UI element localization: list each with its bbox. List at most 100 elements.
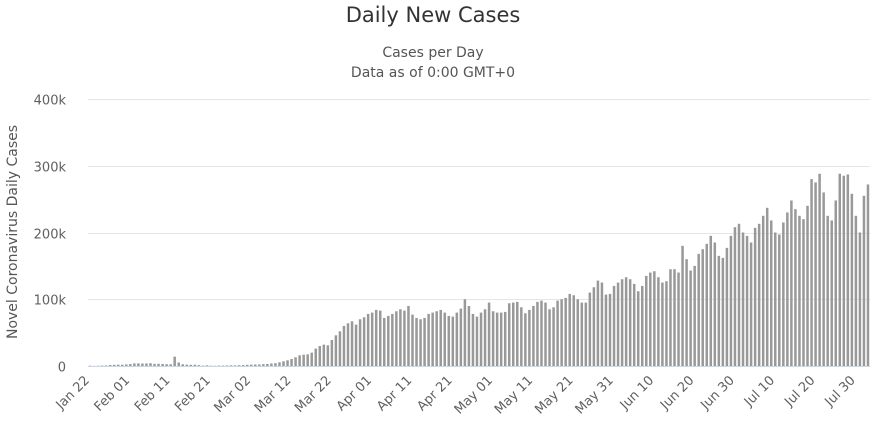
bar	[592, 287, 596, 366]
grid-lines	[88, 99, 870, 300]
bar	[463, 299, 467, 366]
bar	[258, 364, 261, 366]
y-tick-label: 400k	[34, 94, 67, 109]
bar	[310, 352, 313, 366]
bar	[177, 362, 180, 366]
bar	[286, 360, 289, 366]
bar	[693, 265, 696, 367]
chart-subtitle-line-1: Cases per Day	[382, 45, 483, 61]
y-axis-title: Novel Coronavirus Daily Cases	[5, 125, 21, 339]
bar	[129, 364, 132, 366]
bar	[858, 232, 862, 366]
bar	[193, 364, 197, 366]
bar	[830, 220, 833, 366]
bar-series	[88, 173, 870, 367]
bar	[483, 309, 487, 366]
bar	[181, 364, 184, 366]
bar	[165, 364, 168, 366]
bar	[137, 363, 140, 366]
bar	[862, 195, 866, 366]
bar	[141, 363, 144, 366]
bar	[769, 220, 773, 366]
bar	[233, 365, 237, 366]
bar	[717, 255, 721, 366]
bar	[725, 247, 729, 366]
bar	[524, 313, 527, 366]
bar	[383, 317, 386, 366]
x-tick-label: Jun 10	[617, 373, 657, 413]
bar	[757, 223, 761, 366]
bar	[507, 303, 511, 366]
y-tick-label: 300k	[34, 161, 67, 176]
bar	[395, 311, 398, 366]
bar	[681, 245, 684, 366]
bar	[112, 364, 116, 366]
bar	[814, 182, 817, 366]
bar	[669, 269, 672, 366]
x-tick-label: Mar 02	[212, 373, 255, 416]
bar	[338, 331, 342, 366]
bar	[636, 291, 640, 366]
bar	[423, 317, 426, 366]
bar	[532, 305, 535, 366]
bar	[503, 311, 507, 366]
bar	[677, 272, 680, 366]
bar	[846, 174, 850, 366]
bar	[786, 212, 789, 366]
bar	[729, 235, 733, 366]
bar	[294, 357, 297, 366]
bar	[556, 300, 559, 366]
bar	[366, 313, 370, 366]
bar	[387, 315, 390, 366]
bar	[121, 364, 124, 366]
bar	[741, 232, 745, 366]
bar	[314, 348, 317, 366]
bar	[334, 335, 338, 366]
bar	[584, 302, 588, 366]
bar	[342, 325, 346, 366]
bar	[245, 364, 249, 366]
bar	[370, 312, 374, 366]
bar	[197, 365, 201, 366]
bar	[169, 364, 172, 366]
bar	[362, 317, 366, 366]
bar	[447, 315, 451, 366]
bar	[628, 279, 632, 366]
bar	[415, 317, 418, 366]
bar	[145, 363, 148, 366]
bar	[596, 280, 600, 366]
bar	[153, 363, 156, 366]
bar	[624, 277, 628, 366]
x-tick-label: Feb 11	[132, 373, 174, 415]
bar	[838, 173, 842, 366]
bar	[604, 294, 608, 366]
x-tick-label: Jan 22	[53, 373, 93, 413]
bar	[673, 269, 676, 366]
bar	[701, 249, 704, 366]
bar	[645, 275, 648, 366]
x-tick-label: May 31	[573, 373, 617, 417]
bar	[262, 364, 265, 366]
bar	[854, 215, 858, 366]
bar	[270, 363, 273, 366]
bar	[765, 207, 769, 366]
bar	[326, 345, 330, 366]
x-tick-label: Jul 10	[741, 373, 778, 410]
bar	[842, 175, 846, 366]
bar	[665, 281, 668, 366]
bar	[475, 316, 479, 366]
x-tick-label: Apr 21	[414, 373, 455, 414]
bar	[346, 323, 350, 366]
bar	[189, 364, 193, 366]
x-tick-label: Jun 20	[657, 373, 697, 413]
bar	[774, 232, 777, 366]
bar	[108, 365, 112, 366]
bar	[116, 364, 120, 366]
bar	[612, 285, 616, 366]
bar	[318, 345, 322, 366]
bar	[810, 179, 813, 366]
bar	[229, 365, 233, 366]
bar	[298, 355, 301, 366]
x-tick-label: Apr 01	[334, 373, 375, 414]
